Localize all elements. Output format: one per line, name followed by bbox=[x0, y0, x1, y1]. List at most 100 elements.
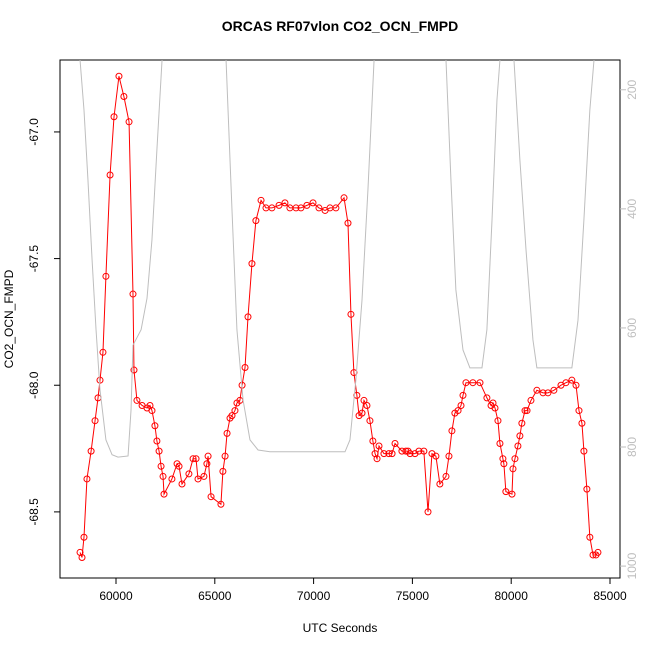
data-point bbox=[241, 364, 249, 372]
y-tick-label: -68.0 bbox=[27, 371, 41, 399]
data-point bbox=[358, 409, 366, 417]
altitude-line bbox=[79, 60, 595, 458]
data-point bbox=[491, 404, 499, 412]
data-point bbox=[509, 465, 517, 473]
data-point bbox=[153, 437, 161, 445]
data-point bbox=[221, 452, 229, 460]
data-point bbox=[178, 480, 186, 488]
data-point bbox=[252, 217, 260, 225]
data-point bbox=[454, 407, 462, 415]
data-point bbox=[415, 447, 423, 455]
y-tick-label: -68.5 bbox=[27, 498, 41, 526]
data-point bbox=[544, 389, 552, 397]
data-point bbox=[424, 508, 432, 516]
data-point bbox=[303, 201, 311, 209]
data-point bbox=[130, 366, 138, 374]
data-point bbox=[203, 460, 211, 468]
data-point bbox=[448, 427, 456, 435]
data-point bbox=[106, 171, 114, 179]
x-tick-label: 70000 bbox=[297, 589, 331, 603]
data-point bbox=[583, 485, 591, 493]
data-point bbox=[297, 204, 305, 212]
data-point bbox=[91, 417, 99, 425]
data-point bbox=[575, 407, 583, 415]
plot-area bbox=[76, 60, 602, 561]
data-point bbox=[521, 407, 529, 415]
data-point bbox=[281, 199, 289, 207]
data-point bbox=[185, 470, 193, 478]
y2-tick-label: 200 bbox=[625, 79, 639, 99]
data-point bbox=[204, 452, 212, 460]
chart-title: ORCAS RF07vlon CO2_OCN_FMPD bbox=[222, 18, 458, 34]
data-point bbox=[194, 475, 202, 483]
data-point bbox=[516, 432, 524, 440]
data-point bbox=[523, 407, 531, 415]
data-point bbox=[420, 447, 428, 455]
data-point bbox=[385, 450, 393, 458]
data-point bbox=[457, 402, 465, 410]
x-axis-title: UTC Seconds bbox=[303, 621, 378, 635]
data-point bbox=[125, 118, 133, 126]
data-point bbox=[436, 480, 444, 488]
data-point bbox=[168, 475, 176, 483]
data-point bbox=[157, 462, 165, 470]
data-point bbox=[175, 462, 183, 470]
data-point bbox=[159, 472, 167, 480]
data-point bbox=[228, 412, 236, 420]
x-tick-label: 65000 bbox=[198, 589, 232, 603]
data-point bbox=[373, 455, 381, 463]
x-tick-label: 85000 bbox=[593, 589, 627, 603]
data-point bbox=[586, 533, 594, 541]
data-point bbox=[500, 460, 508, 468]
data-point bbox=[469, 379, 477, 387]
data-point bbox=[151, 422, 159, 430]
data-point bbox=[518, 419, 526, 427]
data-point bbox=[568, 376, 576, 384]
data-point bbox=[129, 290, 137, 298]
data-point bbox=[99, 348, 107, 356]
x-tick-label: 60000 bbox=[99, 589, 133, 603]
data-point bbox=[244, 313, 252, 321]
data-point bbox=[494, 417, 502, 425]
data-point bbox=[200, 472, 208, 480]
data-point bbox=[508, 490, 516, 498]
y-tick-label: -67.0 bbox=[27, 118, 41, 146]
data-point bbox=[483, 394, 491, 402]
data-point bbox=[315, 204, 323, 212]
data-point bbox=[292, 204, 300, 212]
data-point bbox=[332, 204, 340, 212]
data-point bbox=[432, 452, 440, 460]
data-point bbox=[462, 379, 470, 387]
data-point bbox=[268, 204, 276, 212]
data-point bbox=[539, 389, 547, 397]
y2-tick-label: 800 bbox=[625, 437, 639, 457]
data-point bbox=[87, 447, 95, 455]
data-point bbox=[148, 407, 156, 415]
data-point bbox=[459, 391, 467, 399]
data-point bbox=[133, 396, 141, 404]
data-point bbox=[578, 419, 586, 427]
data-point bbox=[80, 533, 88, 541]
data-point bbox=[160, 490, 168, 498]
data-point bbox=[231, 407, 239, 415]
y2-tick-label: 600 bbox=[625, 318, 639, 338]
data-point bbox=[189, 455, 197, 463]
data-point bbox=[388, 450, 396, 458]
data-point bbox=[223, 429, 231, 437]
data-point bbox=[375, 442, 383, 450]
y2-tick-label: 400 bbox=[625, 199, 639, 219]
data-point bbox=[502, 488, 510, 496]
data-point bbox=[102, 272, 110, 280]
data-point bbox=[217, 500, 225, 508]
data-point bbox=[219, 467, 227, 475]
data-point bbox=[248, 260, 256, 268]
data-point bbox=[514, 442, 522, 450]
data-point bbox=[594, 548, 602, 556]
data-point bbox=[445, 452, 453, 460]
data-point bbox=[83, 475, 91, 483]
data-point bbox=[340, 194, 348, 202]
data-point bbox=[275, 201, 283, 209]
data-point bbox=[347, 310, 355, 318]
data-point bbox=[192, 455, 200, 463]
data-point bbox=[366, 417, 374, 425]
